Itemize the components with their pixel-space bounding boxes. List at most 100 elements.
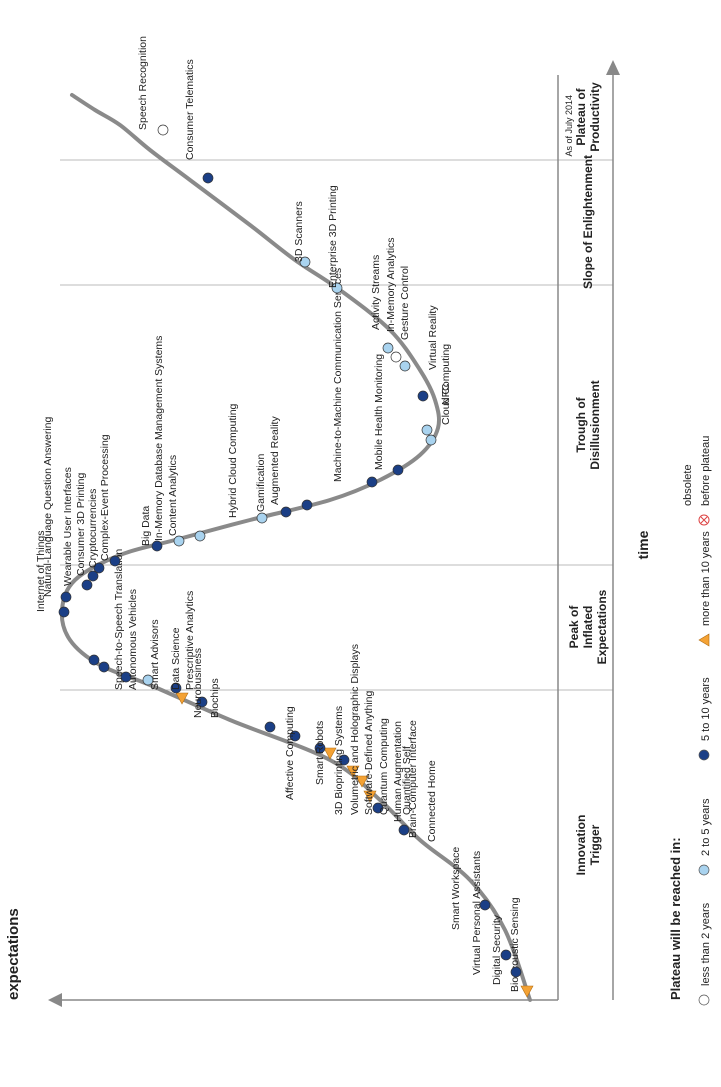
tech-label: Volumetric and Holographic Displays xyxy=(349,644,361,815)
tech-label: Enterprise 3D Printing xyxy=(327,185,339,288)
tech-label: 3D Scanners xyxy=(293,201,305,262)
tech-marker xyxy=(264,721,276,733)
tech-marker xyxy=(323,747,337,760)
tech-label: Digital Security xyxy=(491,914,503,985)
tech-marker xyxy=(157,124,169,136)
phase-label: Plateau of xyxy=(574,87,588,145)
tech-label: Speech-to-Speech Translation xyxy=(113,549,125,690)
legend-marker xyxy=(698,749,710,761)
tech-label: Gamification xyxy=(255,453,267,512)
tech-marker xyxy=(510,966,522,978)
tech-label: Consumer Telematics xyxy=(184,59,196,160)
tech-marker xyxy=(479,899,491,911)
tech-label: Mobile Health Monitoring xyxy=(373,354,385,470)
as-of-label: As of July 2014 xyxy=(564,95,574,157)
legend-marker xyxy=(698,994,710,1006)
tech-marker xyxy=(382,342,394,354)
tech-marker xyxy=(60,591,72,603)
legend-label: less than 2 years xyxy=(700,902,712,986)
tech-label: Virtual Personal Assistants xyxy=(471,851,483,975)
time-axis-arrow xyxy=(606,60,620,75)
tech-marker xyxy=(109,555,121,567)
tech-label: In-Memory Database Management Systems xyxy=(153,336,165,541)
tech-label: Consumer 3D Printing xyxy=(75,473,87,576)
legend-label: before plateau xyxy=(700,436,712,506)
tech-label: Bioacoustic Sensing xyxy=(509,897,521,992)
tech-marker xyxy=(372,802,384,814)
tech-marker xyxy=(142,674,154,686)
tech-marker xyxy=(93,562,105,574)
time-label: time xyxy=(635,530,651,559)
tech-marker xyxy=(331,282,343,294)
tech-marker xyxy=(280,506,292,518)
tech-marker xyxy=(151,540,163,552)
tech-marker xyxy=(366,476,378,488)
expectations-axis-arrow xyxy=(48,993,62,1007)
tech-label: Natural-Language Question Answering xyxy=(42,416,54,597)
tech-marker xyxy=(500,949,512,961)
tech-label: Machine-to-Machine Communication Service… xyxy=(332,268,344,482)
tech-label: 3D Bioprinting Systems xyxy=(333,706,345,815)
tech-label: Biochips xyxy=(209,678,221,718)
tech-marker xyxy=(299,256,311,268)
tech-marker xyxy=(520,985,534,998)
tech-marker xyxy=(202,172,214,184)
tech-label: Software-Defined Anything xyxy=(363,691,375,815)
tech-label: Virtual Reality xyxy=(427,305,439,370)
tech-label: Autonomous Vehicles xyxy=(127,589,139,690)
expectations-label: expectations xyxy=(5,908,22,1000)
legend-marker xyxy=(700,516,708,524)
tech-label: Activity Streams xyxy=(370,255,382,330)
tech-marker xyxy=(421,424,433,436)
tech-label: Data Science xyxy=(170,627,182,690)
phase-label: Trough of xyxy=(574,396,588,452)
legend-label: 5 to 10 years xyxy=(700,677,712,741)
phase-label: Inflated xyxy=(581,606,595,649)
tech-marker xyxy=(355,775,369,788)
tech-marker xyxy=(196,696,208,708)
legend-title: Plateau will be reached in: xyxy=(668,837,683,1000)
tech-label: Neurobusiness xyxy=(192,648,204,718)
tech-marker xyxy=(417,390,429,402)
legend-label: obsolete xyxy=(682,464,694,506)
tech-label: Connected Home xyxy=(426,760,438,842)
phase-label: Disillusionment xyxy=(588,380,602,469)
tech-marker xyxy=(194,530,206,542)
legend-label: 2 to 5 years xyxy=(700,798,712,856)
tech-label: Cryptocurrencies xyxy=(87,489,99,568)
tech-label: Prescriptive Analytics xyxy=(184,591,196,690)
tech-label: Complex-Event Processing xyxy=(99,434,111,561)
tech-marker xyxy=(314,742,326,754)
tech-label: Internet of Things xyxy=(35,530,47,612)
tech-label: Smart Workspace xyxy=(450,847,462,930)
tech-marker xyxy=(398,824,410,836)
tech-label: Big Data xyxy=(140,506,152,546)
tech-label: Gesture Control xyxy=(399,266,411,340)
tech-label: Smart Advisors xyxy=(149,619,161,690)
phase-label: Slope of Enlightenment xyxy=(581,155,595,289)
tech-label: NFC xyxy=(440,383,452,405)
tech-label: Wearable User Interfaces xyxy=(62,467,74,586)
phase-label: Trigger xyxy=(588,824,602,865)
tech-marker xyxy=(363,790,377,803)
tech-label: Augmented Reality xyxy=(269,416,281,505)
tech-marker xyxy=(392,464,404,476)
tech-marker xyxy=(301,499,313,511)
tech-marker xyxy=(81,579,93,591)
legend-label: more than 10 years xyxy=(700,531,712,626)
tech-label: Content Analytics xyxy=(167,455,179,536)
phase-label: Productivity xyxy=(588,82,602,152)
phase-label: Innovation xyxy=(574,815,588,876)
tech-marker xyxy=(346,765,360,778)
tech-marker xyxy=(256,512,268,524)
tech-marker xyxy=(87,570,99,582)
tech-label: Affective Computing xyxy=(284,706,296,800)
tech-marker xyxy=(399,360,411,372)
tech-marker xyxy=(173,535,185,547)
tech-label: Quantum Computing xyxy=(378,718,390,815)
tech-marker xyxy=(338,754,350,766)
phase-label: Expectations xyxy=(595,589,609,664)
tech-label: Brain-Computer Interface xyxy=(407,720,419,838)
